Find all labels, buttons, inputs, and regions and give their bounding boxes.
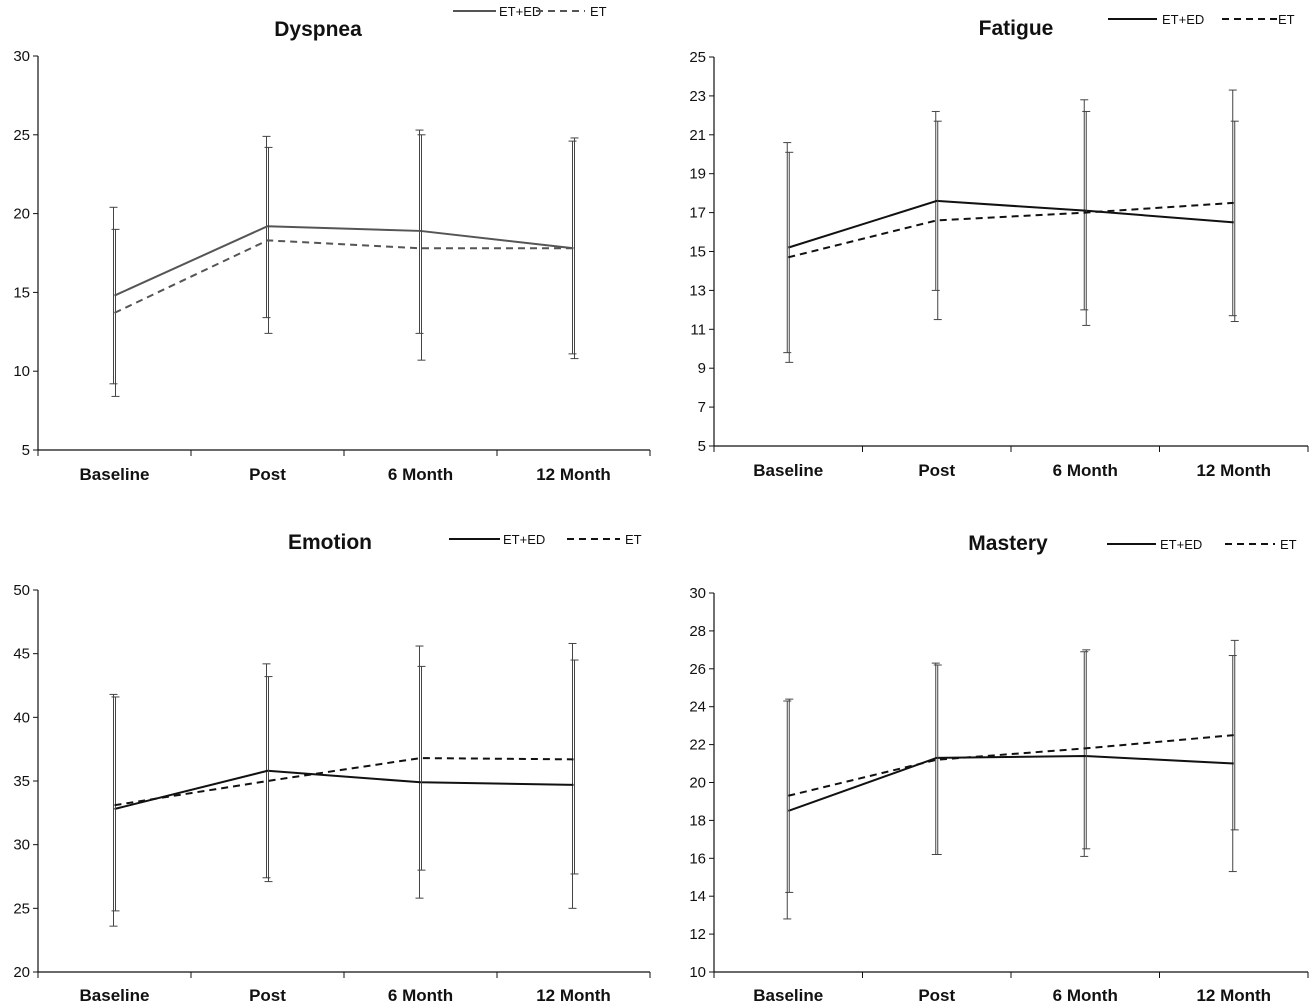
- y-tick-label: 20: [689, 775, 706, 792]
- series-line-et-ed: [114, 769, 574, 810]
- y-tick-label: 30: [689, 585, 706, 602]
- y-tick-label: 22: [689, 737, 706, 754]
- chart-title: Mastery: [968, 532, 1048, 555]
- y-tick-label: 19: [689, 166, 706, 183]
- x-tick-label-post: Post: [918, 986, 955, 1005]
- y-tick-label: 21: [689, 127, 706, 144]
- y-tick-label: 18: [689, 812, 706, 829]
- x-tick-label-post: Post: [249, 986, 286, 1005]
- y-tick-label: 25: [13, 900, 30, 917]
- y-tick-label: 10: [689, 964, 706, 981]
- y-tick-label: 30: [13, 837, 30, 854]
- y-tick-label: 13: [689, 282, 706, 299]
- y-tick-label: 9: [698, 360, 706, 377]
- x-tick-label-baseline: Baseline: [753, 461, 823, 480]
- y-tick-label: 23: [689, 88, 706, 105]
- x-tick-label-baseline: Baseline: [753, 986, 823, 1005]
- y-tick-label: 5: [22, 442, 30, 459]
- series-line-et: [788, 201, 1234, 259]
- chart-panel-dyspnea: Dyspnea 5 10 15 20 25 30 Baseline Post 6 Month 12 …: [0, 0, 658, 503]
- y-tick-label: 45: [13, 646, 30, 663]
- y-tick-label: 20: [13, 206, 30, 223]
- y-tick-label: 30: [13, 48, 30, 65]
- chart-panel-mastery: Mastery 10 12 14 16 18 20 22 24 26 28 30 Baseline Pos…: [658, 503, 1316, 1006]
- chart-mastery: Mastery 10 12 14 16 18 20 22 24 26 28 30 Baseline Pos…: [689, 532, 1309, 1005]
- chart-emotion: Emotion 20 25 30 35 40 45 50 Baseline Post 6 Month…: [13, 531, 651, 1005]
- chart-title: Dyspnea: [274, 18, 362, 41]
- y-tick-label: 20: [13, 964, 30, 981]
- y-tick-label: 28: [689, 623, 706, 640]
- legend-label-et: ET: [590, 4, 607, 19]
- x-tick-label-baseline: Baseline: [80, 986, 150, 1005]
- y-tick-label: 15: [689, 244, 706, 261]
- y-tick-label: 7: [698, 399, 706, 416]
- x-tick-label-12-month: 12 Month: [1196, 461, 1271, 480]
- series-line-et-ed: [114, 225, 574, 297]
- x-tick-label-12-month: 12 Month: [536, 465, 611, 484]
- y-tick-label: 50: [13, 582, 30, 599]
- x-tick-label-6-month: 6 Month: [1053, 986, 1118, 1005]
- x-tick-label-6-month: 6 Month: [388, 465, 453, 484]
- x-tick-label-12-month: 12 Month: [536, 986, 611, 1005]
- y-tick-label: 14: [689, 888, 706, 905]
- chart-dyspnea: Dyspnea 5 10 15 20 25 30 Baseline Post 6 Month 12 …: [13, 4, 651, 484]
- legend-label-et: ET: [1278, 12, 1295, 27]
- legend-label-et-ed: ET+ED: [1160, 537, 1202, 552]
- y-tick-label: 25: [689, 49, 706, 66]
- legend-label-et: ET: [1280, 537, 1297, 552]
- y-tick-label: 11: [690, 321, 706, 338]
- chart-title: Fatigue: [979, 17, 1054, 40]
- chart-fatigue: Fatigue 5 7 9 11 13 15 17 19 21 23 25 Baseline Post 6 …: [689, 12, 1309, 480]
- y-tick-label: 5: [698, 438, 706, 455]
- x-tick-label-baseline: Baseline: [80, 465, 150, 484]
- chart-title: Emotion: [288, 531, 372, 554]
- legend-label-et-ed: ET+ED: [1162, 12, 1204, 27]
- x-tick-label-6-month: 6 Month: [388, 986, 453, 1005]
- y-tick-label: 26: [689, 661, 706, 678]
- x-tick-label-6-month: 6 Month: [1053, 461, 1118, 480]
- y-tick-label: 40: [13, 709, 30, 726]
- x-tick-label-12-month: 12 Month: [1196, 986, 1271, 1005]
- y-tick-label: 10: [13, 363, 30, 380]
- series-line-et: [114, 239, 574, 314]
- x-tick-label-post: Post: [918, 461, 955, 480]
- y-tick-label: 16: [689, 850, 706, 867]
- y-tick-label: 17: [689, 205, 706, 222]
- legend-label-et: ET: [625, 532, 642, 547]
- y-tick-label: 12: [689, 926, 706, 943]
- y-tick-label: 24: [689, 699, 706, 716]
- y-tick-label: 25: [13, 127, 30, 144]
- series-line-et: [788, 734, 1234, 797]
- series-line-et-ed: [787, 199, 1234, 249]
- series-line-et: [114, 757, 574, 807]
- y-tick-label: 15: [13, 284, 30, 301]
- chart-panel-fatigue: Fatigue 5 7 9 11 13 15 17 19 21 23 25 Baseline Post 6 …: [658, 0, 1316, 503]
- legend-label-et-ed: ET+ED: [503, 532, 545, 547]
- legend-label-et-ed: ET+ED: [499, 4, 541, 19]
- x-tick-label-post: Post: [249, 465, 286, 484]
- chart-panel-emotion: Emotion 20 25 30 35 40 45 50 Baseline Post 6 Month…: [0, 503, 658, 1006]
- series-line-et-ed: [787, 754, 1234, 812]
- y-tick-label: 35: [13, 773, 30, 790]
